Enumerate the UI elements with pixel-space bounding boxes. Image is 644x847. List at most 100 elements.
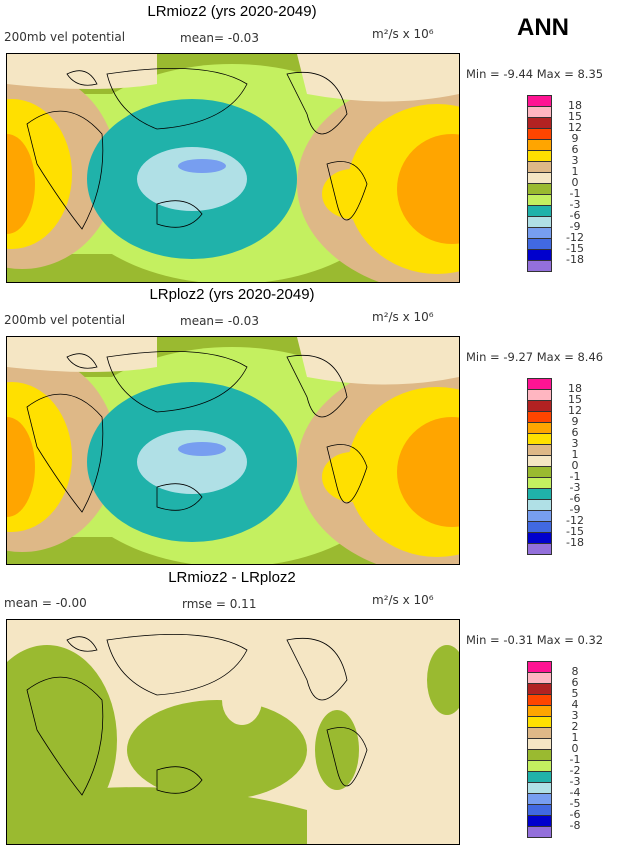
- coastline: [106, 350, 248, 413]
- legend-level-label: -6: [569, 808, 581, 821]
- legend-swatch: [527, 444, 552, 455]
- variable-label: 200mb vel potential: [4, 313, 126, 327]
- contour-region: [7, 54, 157, 89]
- contour-map: [6, 336, 460, 565]
- units-label: m²/s x 10⁶: [372, 310, 434, 324]
- legend-swatch: [527, 521, 552, 532]
- legend-level-label: 3: [571, 709, 579, 722]
- legend-level-label: 2: [571, 720, 579, 733]
- coastline: [66, 636, 98, 652]
- coastline: [156, 766, 203, 794]
- coastline: [156, 483, 203, 511]
- contour-map: [6, 53, 460, 283]
- contour-map: [6, 619, 460, 845]
- legend-swatch: [527, 543, 552, 555]
- legend-swatch: [527, 488, 552, 499]
- coastline: [326, 161, 368, 221]
- legend-swatch: [527, 477, 552, 488]
- legend-swatch: [527, 205, 552, 216]
- legend-swatch: [527, 510, 552, 521]
- contour-region: [127, 700, 307, 800]
- legend-swatch: [527, 738, 552, 749]
- coastline: [286, 355, 348, 418]
- coastline: [26, 393, 104, 513]
- legend-swatch: [527, 455, 552, 466]
- panel-title: LRmioz2 - LRploz2: [168, 569, 296, 586]
- legend-swatch: [527, 694, 552, 705]
- mean-label: mean = -0.00: [4, 596, 87, 610]
- legend-swatch: [527, 466, 552, 477]
- contour-region: [7, 417, 35, 517]
- coastline: [66, 70, 98, 86]
- legend-level-label: -5: [569, 797, 581, 810]
- legend-swatch: [527, 683, 552, 694]
- min-max-label: Min = -9.44 Max = 8.35: [466, 67, 604, 81]
- legend-level-label: 12: [568, 121, 582, 134]
- legend-swatch: [527, 411, 552, 422]
- contour-region: [178, 159, 226, 173]
- legend-swatch: [527, 227, 552, 238]
- legend-swatch: [527, 400, 552, 411]
- legend-level-label: 9: [571, 415, 579, 428]
- legend-level-label: 6: [571, 143, 579, 156]
- legend-swatch: [527, 389, 552, 400]
- legend-swatch: [527, 216, 552, 227]
- contour-region: [178, 442, 226, 456]
- legend-swatch: [527, 826, 552, 838]
- legend-swatch: [527, 672, 552, 683]
- legend-level-label: -9: [569, 220, 581, 233]
- contour-region: [137, 430, 247, 494]
- legend-swatch: [527, 804, 552, 815]
- legend-level-label: 0: [571, 459, 579, 472]
- legend-swatch: [527, 194, 552, 205]
- contour-region: [7, 337, 157, 372]
- coastline: [286, 638, 348, 701]
- legend-swatch: [527, 117, 552, 128]
- legend-level-label: 1: [571, 448, 579, 461]
- legend-level-label: 4: [571, 698, 579, 711]
- legend-level-label: -2: [569, 764, 581, 777]
- contour-region: [322, 169, 382, 219]
- coastline: [26, 110, 104, 230]
- legend-level-label: -1: [569, 753, 581, 766]
- legend-level-label: 1: [571, 731, 579, 744]
- contour-region: [397, 134, 459, 244]
- legend-level-label: 6: [571, 676, 579, 689]
- legend-level-label: 12: [568, 404, 582, 417]
- legend-swatch: [527, 161, 552, 172]
- legend-level-label: -15: [566, 242, 584, 255]
- coastline: [66, 353, 98, 369]
- coastline: [326, 727, 368, 787]
- legend-level-label: 3: [571, 154, 579, 167]
- legend-swatch: [527, 260, 552, 272]
- legend-swatch: [527, 183, 552, 194]
- panel-title: LRmioz2 (yrs 2020-2049): [147, 3, 317, 20]
- legend-swatch: [527, 95, 552, 106]
- legend-level-label: -1: [569, 187, 581, 200]
- legend-swatch: [527, 815, 552, 826]
- legend-level-label: -3: [569, 775, 581, 788]
- legend-level-label: -18: [566, 253, 584, 266]
- contour-region: [297, 54, 459, 102]
- contour-region: [137, 147, 247, 211]
- legend-swatch: [527, 760, 552, 771]
- legend-level-label: -3: [569, 198, 581, 211]
- variable-label: 200mb vel potential: [4, 30, 126, 44]
- legend-swatch: [527, 106, 552, 117]
- figure-label: ANN: [517, 14, 569, 41]
- legend-level-label: 15: [568, 393, 582, 406]
- contour-region: [297, 337, 459, 385]
- legend-level-label: -12: [566, 514, 584, 527]
- legend-swatch: [527, 716, 552, 727]
- coastline: [286, 72, 348, 135]
- legend-swatch: [527, 378, 552, 389]
- legend-swatch: [527, 128, 552, 139]
- contour-region: [322, 452, 382, 502]
- contour-region: [397, 417, 459, 527]
- legend-swatch: [527, 499, 552, 510]
- contour-region: [427, 645, 459, 715]
- units-label: m²/s x 10⁶: [372, 593, 434, 607]
- legend-swatch: [527, 793, 552, 804]
- legend-swatch: [527, 771, 552, 782]
- rmse-label: rmse = 0.11: [182, 597, 257, 611]
